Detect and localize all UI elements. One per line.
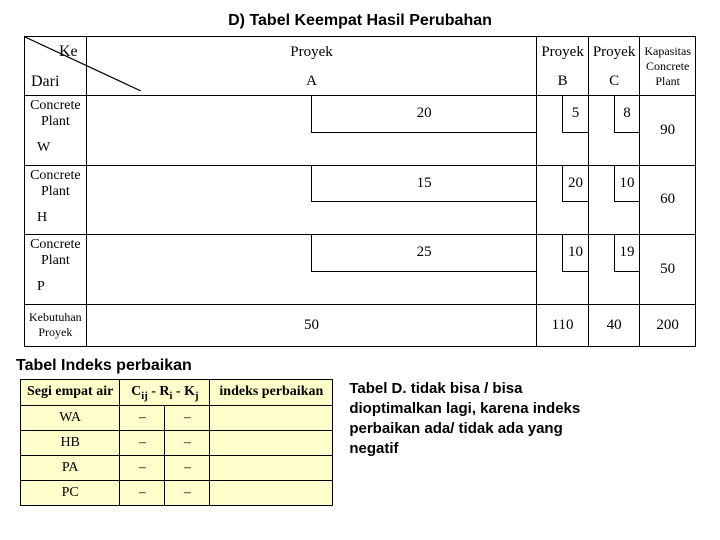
header-c: C [588, 67, 640, 96]
indeks-r4: PC [21, 481, 120, 506]
demand-b: 110 [537, 304, 589, 346]
cost-pb: 10 [563, 235, 589, 272]
dash: – [120, 431, 165, 456]
cap-h: 60 [640, 165, 696, 235]
indeks-col1: Segi empat air [21, 379, 120, 406]
cap-p: 50 [640, 235, 696, 305]
indeks-v2 [210, 431, 333, 456]
alloc-hc [588, 202, 640, 235]
indeks-v1 [210, 406, 333, 431]
ke-label: Ke [59, 43, 78, 61]
dash: – [165, 406, 210, 431]
header-a: A [86, 67, 537, 96]
dash: – [120, 406, 165, 431]
alloc-pa [86, 271, 537, 304]
cost-pa: 25 [312, 235, 537, 272]
header-kapasitas: Kapasitas Concrete Plant [640, 37, 696, 96]
alloc-ha [86, 202, 537, 235]
row-w-label: Concrete Plant [25, 96, 87, 133]
dari-label: Dari [31, 73, 59, 91]
corner-cell: Ke Dari [25, 37, 87, 96]
header-proyek-a: Proyek [86, 37, 537, 68]
cost-hc: 10 [614, 165, 640, 202]
indeks-title: Tabel Indeks perbaikan [16, 357, 710, 375]
alloc-wb [537, 132, 589, 165]
indeks-table: Segi empat air Cij - Ri - Kj indeks perb… [20, 379, 333, 507]
alloc-pb [537, 271, 589, 304]
indeks-r1: WA [21, 406, 120, 431]
header-proyek-c: Proyek [588, 37, 640, 68]
dash: – [120, 481, 165, 506]
alloc-hb [537, 202, 589, 235]
header-b: B [537, 67, 589, 96]
demand-total: 200 [640, 304, 696, 346]
indeks-v3 [210, 456, 333, 481]
cost-wa: 20 [312, 96, 537, 133]
note-text: Tabel D. tidak bisa / bisa dioptimalkan … [349, 379, 589, 460]
cell-wa-blank [86, 96, 311, 133]
cost-ha: 15 [312, 165, 537, 202]
cost-pc: 19 [614, 235, 640, 272]
cost-wc: 8 [614, 96, 640, 133]
alloc-wa [86, 132, 537, 165]
cap-w: 90 [640, 96, 696, 166]
indeks-r2: HB [21, 431, 120, 456]
alloc-wc [588, 132, 640, 165]
dash: – [165, 431, 210, 456]
alloc-pc [588, 271, 640, 304]
transport-table: Ke Dari Proyek Proyek Proyek Kapasitas C… [24, 36, 696, 347]
row-p-letter: P [25, 271, 87, 304]
indeks-col3: indeks perbaikan [210, 379, 333, 406]
row-p-label: Concrete Plant [25, 235, 87, 272]
row-h-letter: H [25, 202, 87, 235]
cost-hb: 20 [563, 165, 589, 202]
demand-a: 50 [86, 304, 537, 346]
row-w-letter: W [25, 132, 87, 165]
row-h-label: Concrete Plant [25, 165, 87, 202]
dash: – [165, 456, 210, 481]
cell-wc-blank [588, 96, 614, 133]
indeks-v4 [210, 481, 333, 506]
cost-wb: 5 [563, 96, 589, 133]
demand-label: Kebutuhan Proyek [25, 304, 87, 346]
demand-c: 40 [588, 304, 640, 346]
dash: – [120, 456, 165, 481]
page-title: D) Tabel Keempat Hasil Perubahan [10, 12, 710, 30]
cell-wb-blank [537, 96, 563, 133]
indeks-col2: Cij - Ri - Kj [120, 379, 210, 406]
dash: – [165, 481, 210, 506]
indeks-r3: PA [21, 456, 120, 481]
header-proyek-b: Proyek [537, 37, 589, 68]
